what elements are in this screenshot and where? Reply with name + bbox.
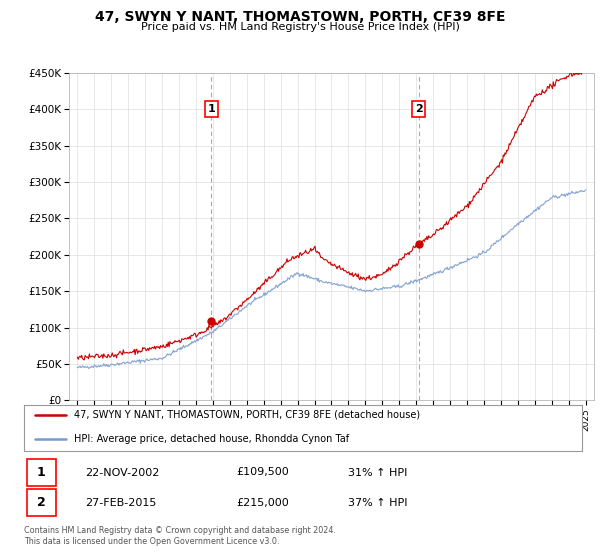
Text: 2: 2 [37, 496, 46, 509]
Text: 37% ↑ HPI: 37% ↑ HPI [347, 498, 407, 507]
Text: 31% ↑ HPI: 31% ↑ HPI [347, 468, 407, 478]
Text: Contains HM Land Registry data © Crown copyright and database right 2024.
This d: Contains HM Land Registry data © Crown c… [24, 526, 336, 546]
Text: £215,000: £215,000 [236, 498, 289, 507]
FancyBboxPatch shape [27, 489, 56, 516]
Text: 47, SWYN Y NANT, THOMASTOWN, PORTH, CF39 8FE: 47, SWYN Y NANT, THOMASTOWN, PORTH, CF39… [95, 10, 505, 24]
FancyBboxPatch shape [27, 459, 56, 486]
Text: 1: 1 [37, 466, 46, 479]
Text: 22-NOV-2002: 22-NOV-2002 [85, 468, 160, 478]
Text: 2: 2 [415, 104, 422, 114]
Text: 1: 1 [208, 104, 215, 114]
Text: £109,500: £109,500 [236, 468, 289, 478]
Text: Price paid vs. HM Land Registry's House Price Index (HPI): Price paid vs. HM Land Registry's House … [140, 22, 460, 32]
Text: HPI: Average price, detached house, Rhondda Cynon Taf: HPI: Average price, detached house, Rhon… [74, 435, 349, 444]
Text: 47, SWYN Y NANT, THOMASTOWN, PORTH, CF39 8FE (detached house): 47, SWYN Y NANT, THOMASTOWN, PORTH, CF39… [74, 410, 421, 420]
Text: 27-FEB-2015: 27-FEB-2015 [85, 498, 157, 507]
